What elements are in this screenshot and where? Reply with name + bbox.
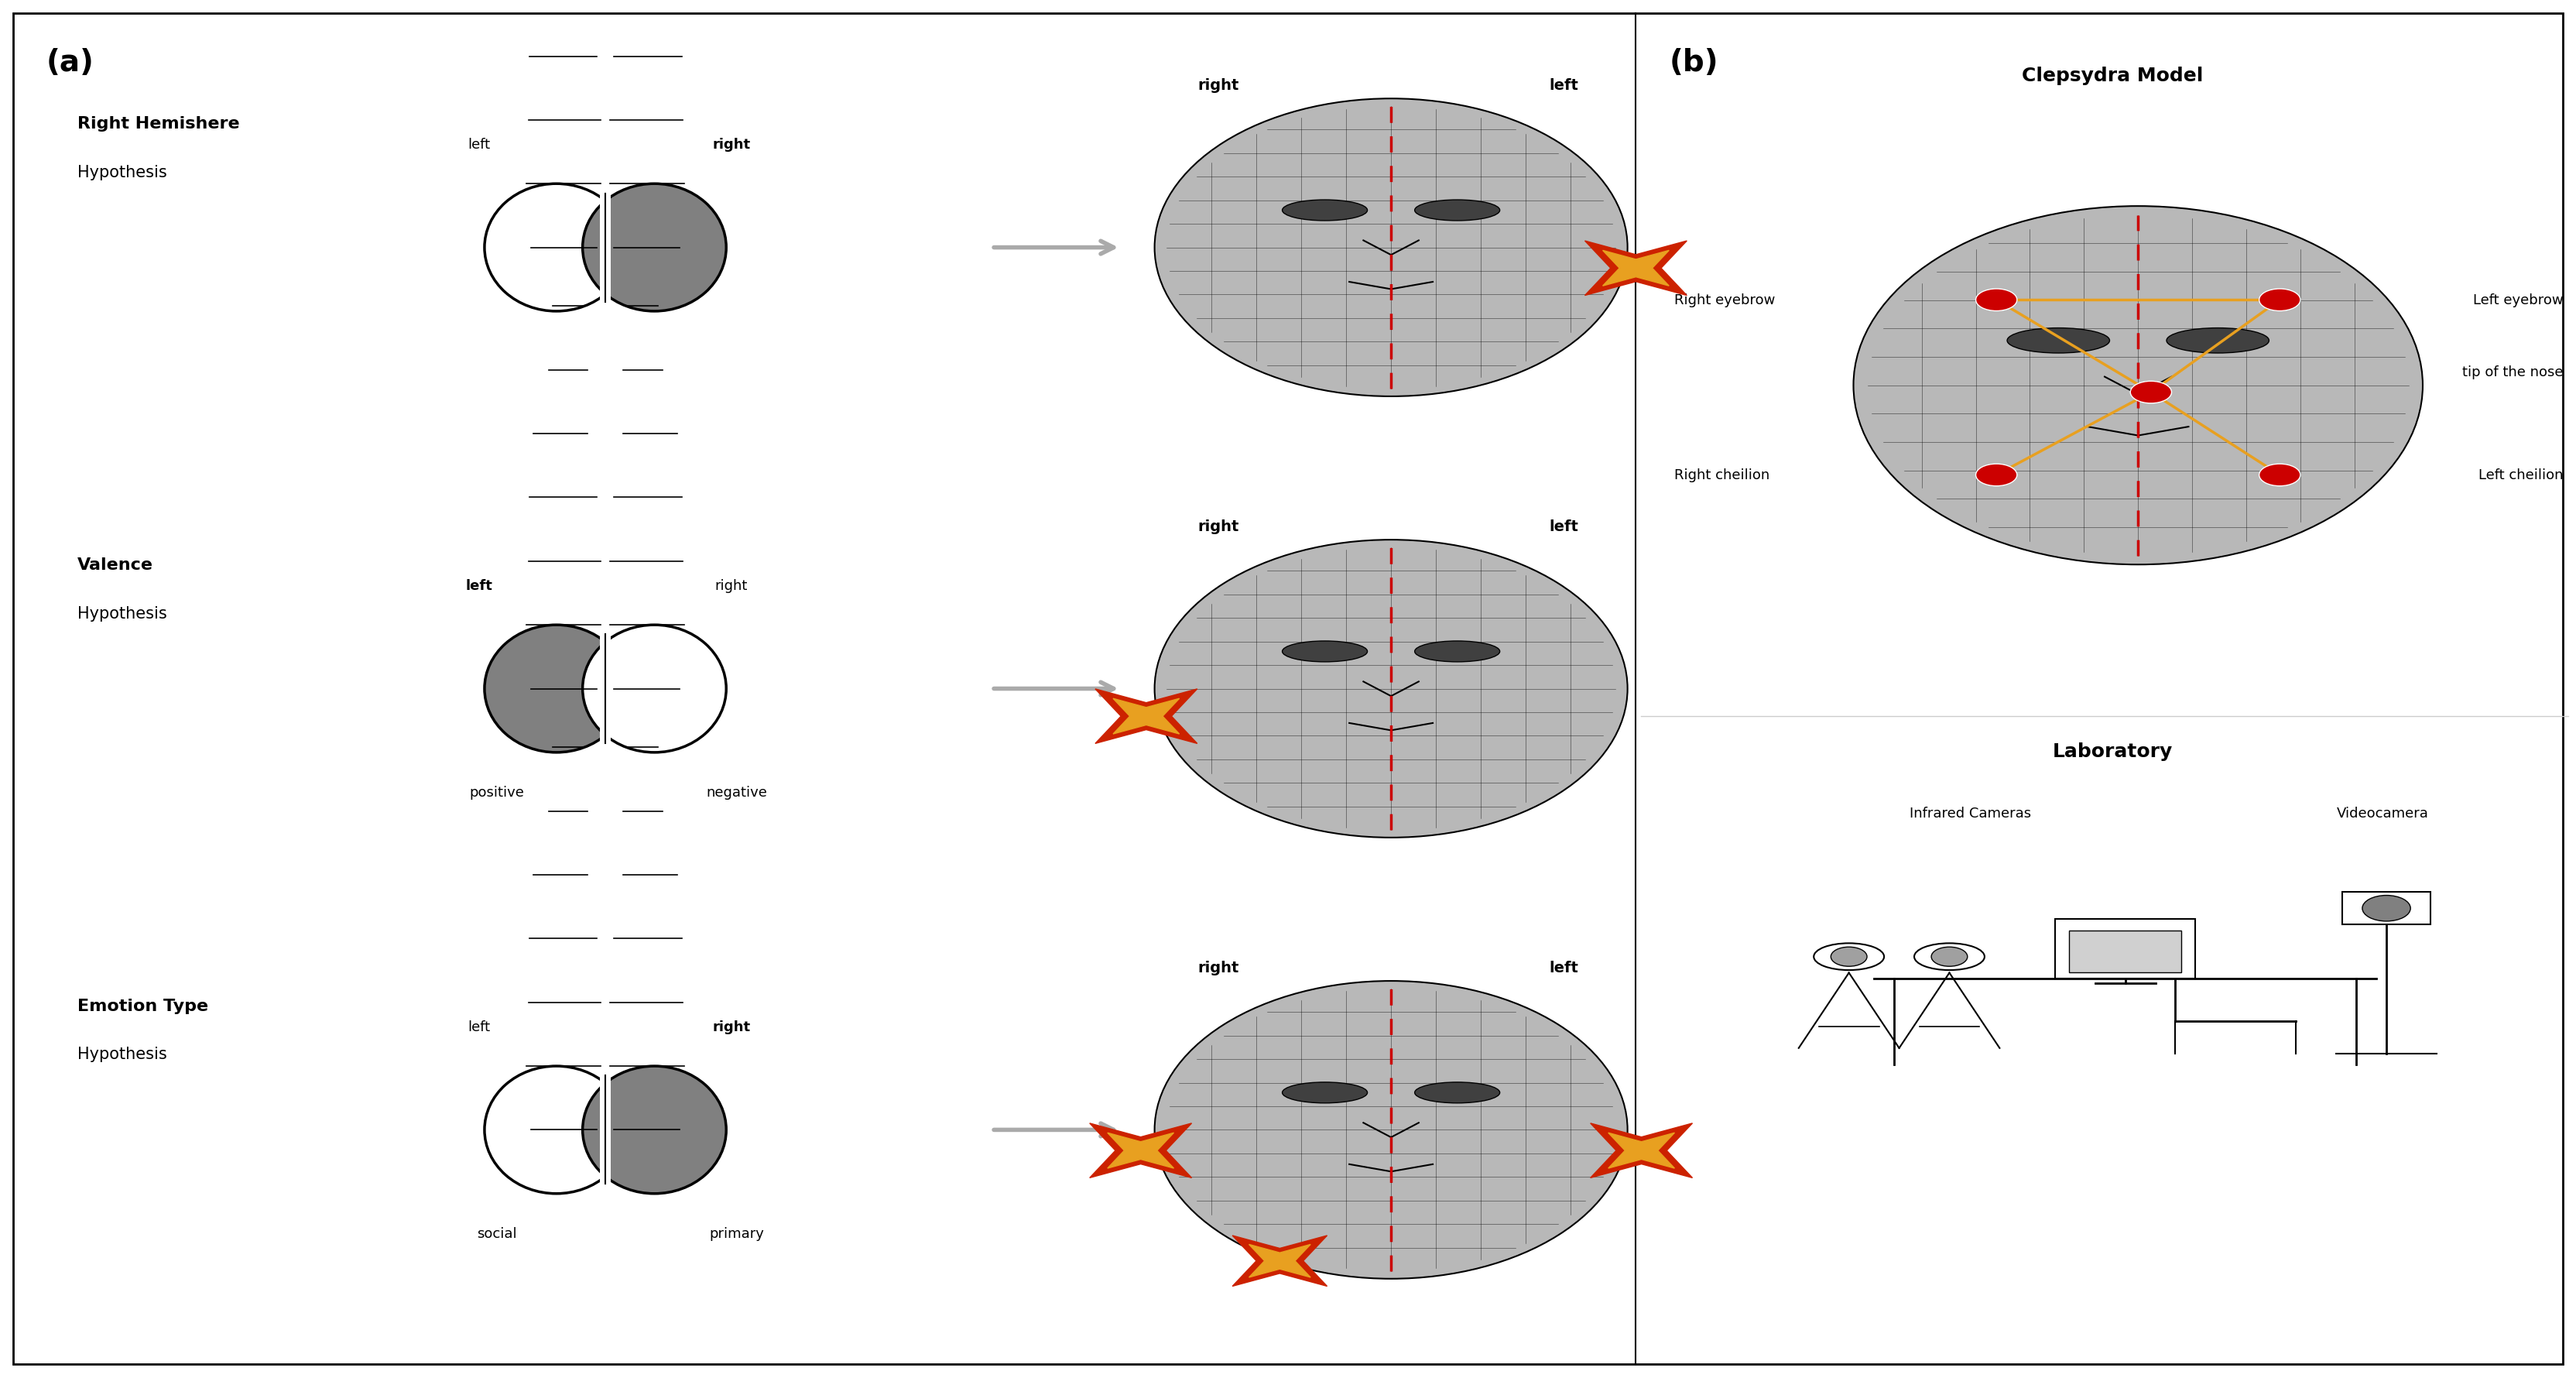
Polygon shape — [1249, 1244, 1311, 1277]
Text: Hypothesis: Hypothesis — [77, 605, 167, 621]
Bar — [600, 626, 611, 752]
Text: Right Hemishere: Right Hemishere — [77, 116, 240, 132]
Text: Emotion Type: Emotion Type — [77, 998, 209, 1014]
Polygon shape — [1090, 1123, 1193, 1178]
Text: left: left — [1548, 520, 1579, 533]
Circle shape — [2259, 289, 2300, 311]
Circle shape — [1976, 464, 2017, 486]
Text: positive: positive — [469, 785, 523, 799]
Polygon shape — [1095, 689, 1198, 744]
Text: right: right — [1198, 520, 1239, 533]
Text: Clepsydra Model: Clepsydra Model — [2022, 66, 2202, 85]
Ellipse shape — [484, 185, 629, 311]
Text: social: social — [477, 1226, 518, 1240]
Ellipse shape — [1814, 944, 1883, 970]
Text: tip of the nose: tip of the nose — [2463, 365, 2563, 379]
Ellipse shape — [1283, 1082, 1368, 1104]
Bar — [2069, 932, 2182, 973]
Polygon shape — [1231, 1236, 1327, 1286]
Text: right: right — [714, 1020, 750, 1034]
Ellipse shape — [1414, 641, 1499, 663]
Ellipse shape — [1855, 207, 2424, 565]
FancyBboxPatch shape — [13, 14, 2563, 1364]
Text: Infrared Cameras: Infrared Cameras — [1909, 806, 2032, 820]
Ellipse shape — [484, 1067, 629, 1193]
Bar — [600, 1067, 611, 1193]
Text: Hypothesis: Hypothesis — [77, 1046, 167, 1062]
Polygon shape — [1108, 1133, 1175, 1169]
Bar — [2056, 919, 2195, 978]
Ellipse shape — [1154, 99, 1628, 397]
Text: negative: negative — [706, 785, 768, 799]
Text: Laboratory: Laboratory — [2053, 741, 2172, 761]
Text: Videocamera: Videocamera — [2336, 806, 2429, 820]
Circle shape — [2130, 382, 2172, 404]
Polygon shape — [1113, 699, 1180, 734]
Bar — [2342, 893, 2432, 925]
Text: Valence: Valence — [77, 557, 152, 573]
Ellipse shape — [582, 1067, 726, 1193]
Text: left: left — [469, 138, 489, 152]
Ellipse shape — [1154, 981, 1628, 1279]
Text: left: left — [1548, 960, 1579, 974]
Circle shape — [2259, 464, 2300, 486]
Bar — [600, 185, 611, 311]
Text: right: right — [1198, 79, 1239, 92]
Polygon shape — [1602, 251, 1669, 287]
Circle shape — [1932, 947, 1968, 966]
Text: left: left — [1548, 79, 1579, 92]
Ellipse shape — [1914, 944, 1984, 970]
Ellipse shape — [1414, 200, 1499, 222]
Ellipse shape — [484, 626, 629, 752]
Text: Hypothesis: Hypothesis — [77, 164, 167, 181]
Ellipse shape — [1283, 200, 1368, 222]
Ellipse shape — [582, 185, 726, 311]
Ellipse shape — [1414, 1082, 1499, 1104]
Text: Right cheilion: Right cheilion — [1674, 469, 1770, 482]
Text: left: left — [469, 1020, 489, 1034]
Ellipse shape — [582, 626, 726, 752]
Text: right: right — [1198, 960, 1239, 974]
Text: primary: primary — [708, 1226, 765, 1240]
Text: Right eyebrow: Right eyebrow — [1674, 294, 1775, 307]
Ellipse shape — [1154, 540, 1628, 838]
Polygon shape — [1584, 241, 1687, 296]
Polygon shape — [1607, 1133, 1674, 1169]
Ellipse shape — [1283, 641, 1368, 663]
Text: left: left — [466, 579, 492, 593]
Text: Left cheilion: Left cheilion — [2478, 469, 2563, 482]
Circle shape — [1976, 289, 2017, 311]
Text: Left eyebrow: Left eyebrow — [2473, 294, 2563, 307]
Text: right: right — [714, 138, 750, 152]
Polygon shape — [1589, 1123, 1692, 1178]
Text: (b): (b) — [1669, 48, 1718, 77]
Circle shape — [1832, 947, 1868, 966]
Text: (a): (a) — [46, 48, 95, 77]
Circle shape — [2362, 896, 2411, 922]
Ellipse shape — [2166, 328, 2269, 354]
Text: right: right — [716, 579, 747, 593]
Ellipse shape — [2007, 328, 2110, 354]
